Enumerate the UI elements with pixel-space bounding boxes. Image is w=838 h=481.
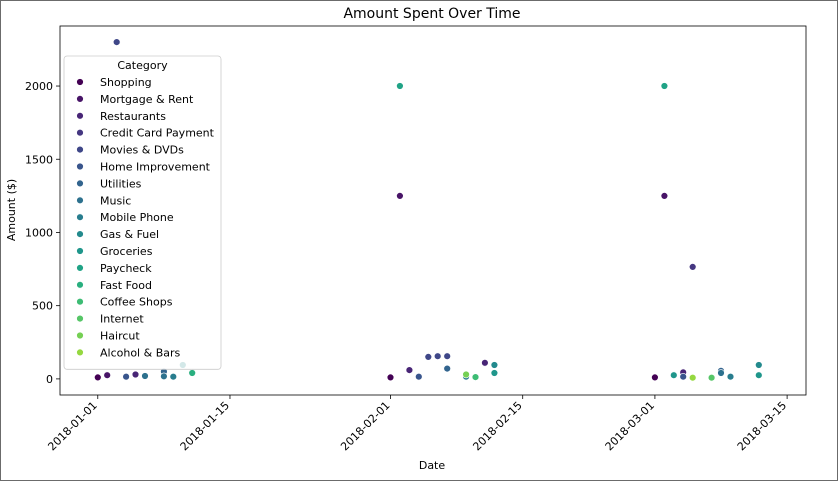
data-point xyxy=(481,359,489,367)
data-point xyxy=(415,373,423,381)
legend-label: Mortgage & Rent xyxy=(100,93,194,106)
legend-marker xyxy=(76,95,84,103)
data-point xyxy=(141,372,149,380)
data-point xyxy=(386,373,395,382)
data-point xyxy=(679,373,687,381)
legend-label: Paycheck xyxy=(100,262,152,275)
legend-label: Credit Card Payment xyxy=(100,127,215,140)
data-point xyxy=(688,374,697,382)
legend-label: Coffee Shops xyxy=(100,296,173,309)
legend-box xyxy=(63,55,222,370)
y-tick-label: 2000 xyxy=(25,80,53,93)
data-point xyxy=(462,370,470,379)
legend-label: Restaurants xyxy=(100,110,166,123)
data-point xyxy=(94,373,102,382)
legend-marker xyxy=(76,247,84,255)
legend-marker xyxy=(76,230,84,238)
y-tick-label: 500 xyxy=(32,300,53,313)
data-point xyxy=(122,373,130,381)
legend-label: Music xyxy=(100,194,131,207)
data-point xyxy=(490,361,499,369)
data-point xyxy=(471,373,480,381)
legend-marker xyxy=(76,78,84,86)
data-point xyxy=(717,369,725,377)
y-axis-label: Amount ($) xyxy=(5,179,18,241)
data-point xyxy=(688,263,697,271)
data-point xyxy=(755,361,763,369)
legend-label: Mobile Phone xyxy=(100,211,174,224)
data-point xyxy=(112,38,121,46)
legend-label: Groceries xyxy=(100,245,153,258)
legend-marker xyxy=(76,145,84,154)
y-tick-label: 0 xyxy=(46,373,53,386)
data-point xyxy=(131,370,140,379)
data-point xyxy=(651,373,659,382)
axes-frame xyxy=(59,25,807,396)
legend-label: Movies & DVDs xyxy=(100,144,184,157)
data-point xyxy=(396,192,404,200)
y-tick-label: 1500 xyxy=(25,153,53,166)
data-point xyxy=(443,352,451,360)
x-tick-label: 2018-01-01 xyxy=(45,399,99,453)
data-point xyxy=(169,373,178,381)
legend-marker xyxy=(76,348,84,357)
data-point xyxy=(660,192,669,200)
data-point xyxy=(707,374,716,382)
data-point xyxy=(443,364,451,373)
legend-marker xyxy=(76,162,84,171)
legend-marker xyxy=(76,179,84,188)
legend-marker xyxy=(76,314,84,323)
x-axis-label: Date xyxy=(419,459,446,472)
legend-label: Shopping xyxy=(100,76,152,89)
data-point xyxy=(396,82,404,90)
data-point xyxy=(490,369,499,377)
legend-marker xyxy=(76,112,84,120)
legend-label: Alcohol & Bars xyxy=(100,346,180,359)
legend-marker xyxy=(76,281,84,289)
x-tick-label: 2018-01-15 xyxy=(178,399,232,453)
legend-marker xyxy=(76,196,84,205)
legend-label: Gas & Fuel xyxy=(100,228,159,241)
data-point xyxy=(755,371,763,379)
legend-label: Internet xyxy=(100,313,144,326)
legend-marker xyxy=(76,264,84,272)
legend-marker xyxy=(76,298,84,306)
legend-marker xyxy=(76,129,84,137)
legend-label: Home Improvement xyxy=(100,161,211,174)
chart-title: Amount Spent Over Time xyxy=(343,6,520,22)
data-point xyxy=(405,366,414,374)
data-point xyxy=(188,369,196,377)
legend: Category Shopping Mortgage & Rent Restauran… xyxy=(63,55,222,370)
x-tick-label: 2018-03-15 xyxy=(735,399,789,453)
legend-marker xyxy=(76,331,84,340)
legend-marker xyxy=(76,213,84,221)
legend-label: Fast Food xyxy=(100,279,152,292)
x-tick-label: 2018-03-01 xyxy=(603,399,657,453)
y-tick-label: 1000 xyxy=(25,226,53,239)
data-point xyxy=(424,353,432,361)
legend-label: Haircut xyxy=(100,330,140,343)
data-point xyxy=(160,372,168,380)
data-point xyxy=(670,371,678,379)
x-tick-label: 2018-02-01 xyxy=(338,399,392,453)
data-point xyxy=(434,352,442,360)
data-point xyxy=(726,373,735,381)
data-point xyxy=(103,371,111,379)
data-point xyxy=(660,82,669,90)
legend-title: Category xyxy=(117,59,168,72)
legend-label: Utilities xyxy=(100,177,142,190)
x-tick-label: 2018-02-15 xyxy=(470,399,524,453)
